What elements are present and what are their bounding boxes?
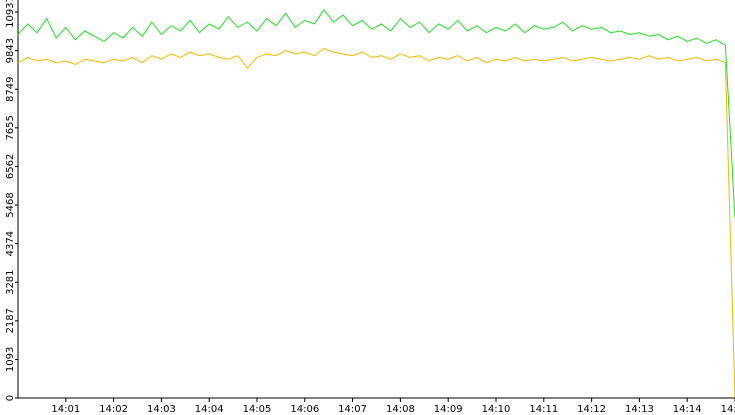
y-tick-label: 10937 <box>5 0 16 28</box>
series-line <box>17 8 735 219</box>
y-tick-label: 8749 <box>5 76 16 101</box>
x-tick-label: 14:14 <box>673 404 702 415</box>
x-tick-label: 14:11 <box>529 404 558 415</box>
y-tick-label: 7655 <box>5 115 16 140</box>
x-tick-label: 14:13 <box>625 404 654 415</box>
x-tick-label: 14:04 <box>195 404 224 415</box>
y-tick-label: 5468 <box>5 192 16 217</box>
x-tick-label: 14:02 <box>99 404 128 415</box>
x-tick-label: 14:07 <box>338 404 367 415</box>
x-tick-label: 14:12 <box>577 404 606 415</box>
x-tick-label: 14:01 <box>51 404 80 415</box>
y-tick-label: 2187 <box>5 308 16 333</box>
x-tick-label: 14:03 <box>147 404 176 415</box>
x-tick-label: 14:08 <box>386 404 415 415</box>
y-tick-label: 6562 <box>5 154 16 179</box>
y-tick-label: 0 <box>5 395 16 401</box>
y-tick-label: 4374 <box>5 231 16 256</box>
x-tick-label: 14:05 <box>243 404 272 415</box>
x-tick-label: 14:10 <box>482 404 511 415</box>
series-line <box>17 48 735 399</box>
y-tick-label: 1093 <box>5 347 16 372</box>
y-tick-label: 9843 <box>5 38 16 63</box>
x-tick-label: 14:15 <box>721 404 735 415</box>
y-tick-label: 3281 <box>5 269 16 294</box>
x-tick-label: 14:09 <box>434 404 463 415</box>
x-tick-label: 14:06 <box>290 404 319 415</box>
